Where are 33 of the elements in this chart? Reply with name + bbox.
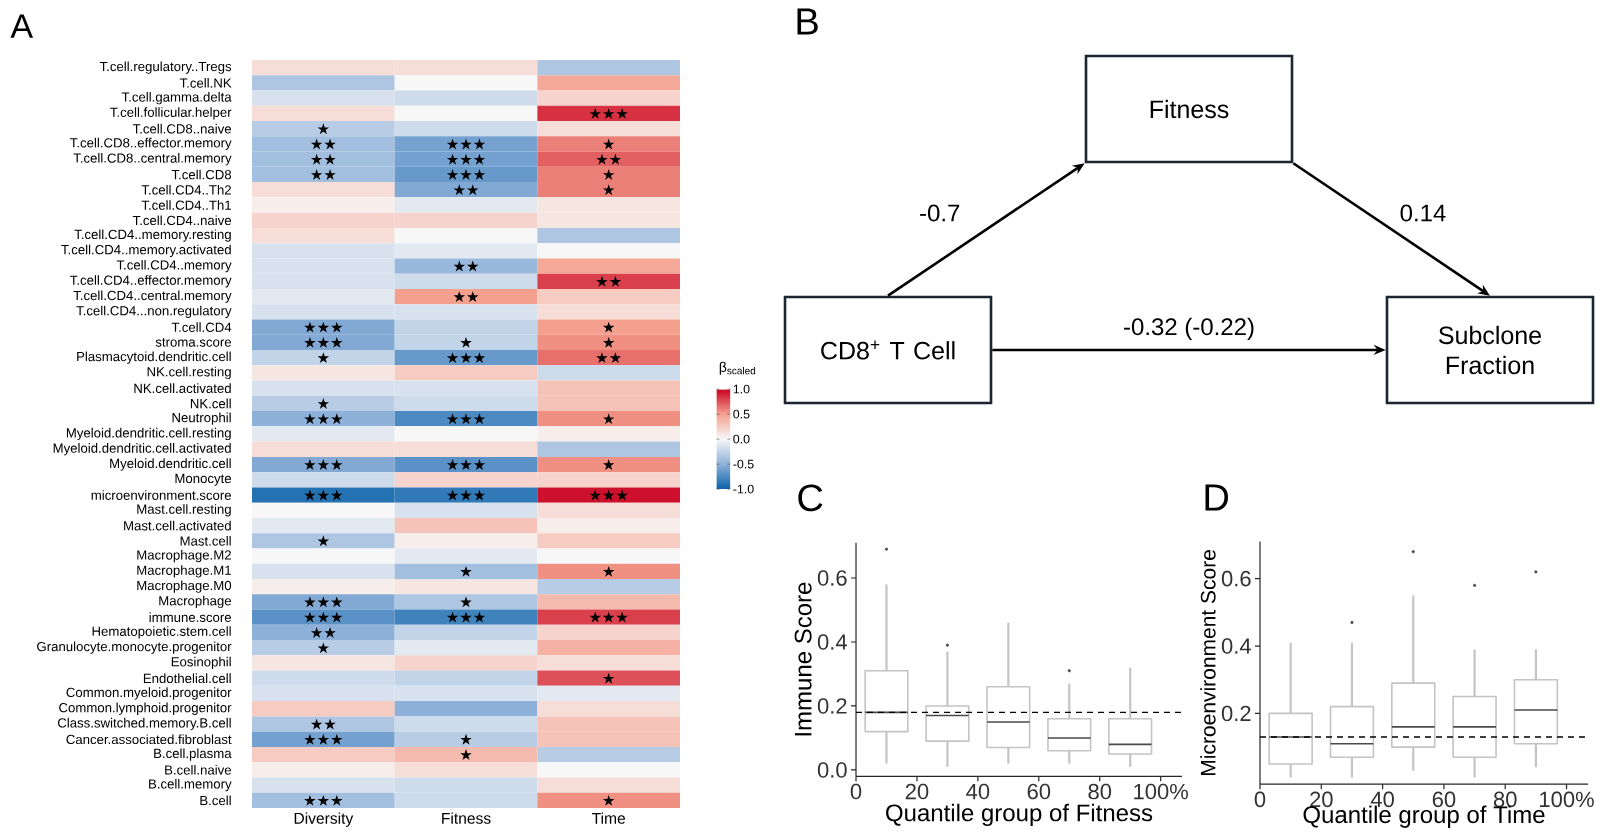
text: -0.32 (-0.22) [1124, 317, 1254, 340]
chart-title: A [10, 14, 34, 38]
x-tick-label: 40 [966, 783, 990, 800]
category-label: Fitness [1150, 99, 1229, 119]
category-label: Subclone Fraction [1439, 325, 1541, 375]
x-tick-label: 60 [1027, 783, 1051, 800]
text: -0.7 [920, 204, 960, 222]
y-tick-label: 0.6 [817, 570, 847, 586]
y-axis-title: Immune Score [794, 582, 812, 736]
chart-title: D [1205, 484, 1229, 511]
x-tick-label: 100% [1540, 791, 1594, 808]
y-axis-title: Microenvironment Score [1200, 550, 1216, 775]
text: B [797, 8, 818, 35]
y-tick-label: 0.6 [1221, 570, 1251, 587]
x-tick-label: 0 [850, 783, 862, 800]
x-tick-label: 80 [1088, 783, 1112, 800]
y-tick-label: 0.4 [817, 634, 847, 650]
x-tick-label: 80 [1493, 791, 1517, 808]
x-tick-label: 100% [1134, 783, 1188, 800]
x-tick-label: 40 [1370, 791, 1394, 808]
category-label: CD8$^{+}$ T Cell [821, 340, 955, 360]
y-tick-label: 0.4 [1221, 638, 1251, 654]
y-tick-label: 0.2 [817, 698, 847, 714]
chart-title: C [798, 484, 823, 512]
x-tick-label: 20 [905, 783, 929, 800]
x-tick-label: 60 [1432, 791, 1456, 808]
text: 0.14 [1400, 204, 1446, 222]
y-tick-label: 0.0 [817, 762, 847, 778]
y-tick-label: 0.2 [1221, 705, 1251, 722]
x-tick-label: 0 [1254, 791, 1266, 808]
x-axis-title: Quantile group of Fitness [886, 803, 1153, 827]
x-axis-title: Quantile group of Time [1303, 805, 1545, 828]
x-tick-label: 20 [1310, 791, 1333, 808]
